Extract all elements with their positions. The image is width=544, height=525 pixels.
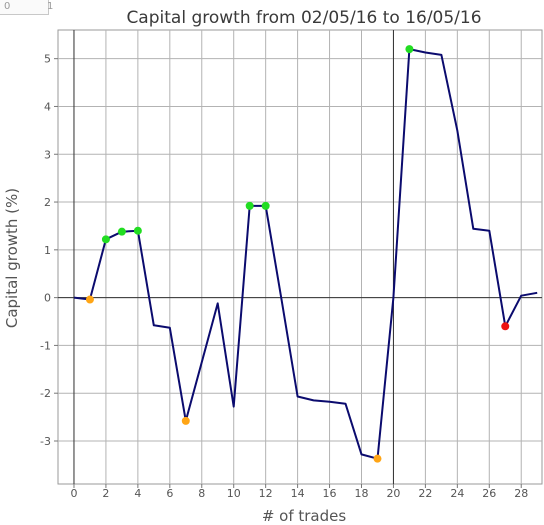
x-tick-label: 2 xyxy=(102,487,109,500)
x-tick-label: 16 xyxy=(323,487,337,500)
y-tick-label: -2 xyxy=(40,387,51,400)
gain-marker-point xyxy=(101,235,110,244)
x-tick-label: 26 xyxy=(482,487,496,500)
x-tick-label: 6 xyxy=(166,487,173,500)
top-strip: 0 1 xyxy=(0,0,544,16)
y-axis-title: Capital growth (%) xyxy=(3,188,21,328)
y-tick-label: 1 xyxy=(44,244,51,257)
loss-marker-point xyxy=(181,416,190,425)
x-tick-label: 24 xyxy=(450,487,464,500)
x-tick-label: 18 xyxy=(354,487,368,500)
gain-marker-point xyxy=(133,226,142,235)
x-tick-label: 14 xyxy=(291,487,305,500)
y-tick-label: 2 xyxy=(44,196,51,209)
y-tick-label: 3 xyxy=(44,148,51,161)
gain-marker-point xyxy=(245,201,254,210)
y-tick-label: -1 xyxy=(40,339,51,352)
loss-marker-point xyxy=(373,454,382,463)
x-tick-label: 22 xyxy=(418,487,432,500)
x-tick-label: 12 xyxy=(259,487,273,500)
x-tick-label: 28 xyxy=(514,487,528,500)
x-tick-label: 20 xyxy=(386,487,400,500)
x-axis-title: # of trades xyxy=(262,507,347,525)
y-tick-label: 0 xyxy=(44,292,51,305)
corner-left-value: 0 xyxy=(4,1,11,12)
plot-frame xyxy=(57,29,543,485)
x-tick-label: 4 xyxy=(134,487,141,500)
grid-layer xyxy=(54,30,542,488)
corner-box xyxy=(0,0,49,15)
chart-title: Capital growth from 02/05/16 to 16/05/16 xyxy=(126,8,481,28)
gain-marker-point xyxy=(405,45,414,54)
x-tick-label: 0 xyxy=(70,487,77,500)
gain-marker-point xyxy=(117,227,126,236)
final-marker-point xyxy=(501,322,510,331)
gain-marker-point xyxy=(261,201,270,210)
marker-layer xyxy=(85,45,510,463)
reference-lines xyxy=(58,30,542,484)
x-tick-label: 10 xyxy=(227,487,241,500)
loss-marker-point xyxy=(85,295,94,304)
y-tick-label: 4 xyxy=(44,100,51,113)
corner-right-value: 1 xyxy=(47,1,54,12)
y-tick-label: -3 xyxy=(40,435,51,448)
series-layer xyxy=(73,48,538,460)
x-tick-label: 8 xyxy=(198,487,205,500)
y-tick-label: 5 xyxy=(44,53,51,66)
capital-growth-line xyxy=(73,48,538,460)
